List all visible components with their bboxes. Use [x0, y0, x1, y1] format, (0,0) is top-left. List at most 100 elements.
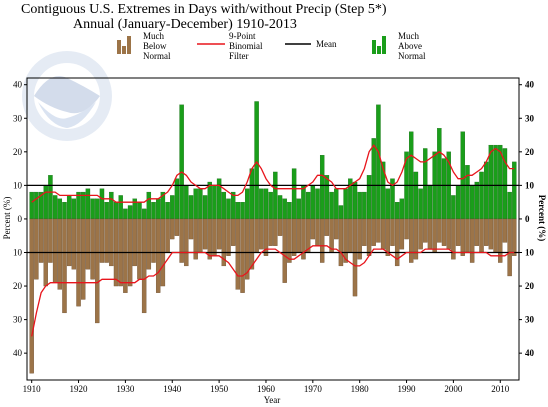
bar-below-1964: [282, 218, 287, 283]
bar-below-1971: [315, 218, 320, 246]
bar-below-1911: [34, 218, 39, 280]
bar-above-1971: [315, 188, 320, 220]
bar-below-2000: [451, 218, 456, 260]
bar-below-1930: [123, 218, 128, 293]
bar-below-1919: [71, 218, 77, 270]
bar-below-1970: [310, 218, 316, 240]
bar-below-1980: [357, 218, 362, 260]
plot-frame: [26, 77, 520, 381]
mean-lines: [27, 184, 519, 254]
bar-below-1944: [188, 218, 194, 240]
bar-above-2013: [512, 161, 517, 220]
bar-below-1960: [263, 218, 269, 256]
bar-above-1921: [81, 191, 86, 220]
bar-below-1999: [446, 218, 451, 250]
bar-below-1950: [216, 218, 222, 250]
bar-below-1916: [57, 218, 63, 290]
bar-below-1934: [141, 218, 147, 314]
y-tick-label-left: 40: [13, 348, 23, 358]
bar-above-2001: [455, 185, 461, 220]
bar-above-1975: [334, 188, 339, 220]
filter-lines: [31, 144, 515, 337]
bar-above-2012: [507, 191, 512, 220]
bar-below-1935: [146, 218, 152, 270]
bar-above-1934: [141, 208, 147, 220]
bar-above-1976: [338, 205, 344, 220]
chart-title: Contiguous U.S. Extremes in Days with/wi…: [21, 2, 387, 17]
bar-above-1929: [118, 195, 123, 220]
legend-below-line-3: Normal: [143, 51, 171, 61]
y-tick-label-right: 20: [525, 281, 535, 291]
x-tick-label: 1970: [304, 384, 323, 394]
legend-below-label: Much Below Normal: [143, 31, 171, 61]
bar-above-2007: [483, 161, 489, 220]
bar-above-1981: [362, 191, 367, 220]
bar-above-2006: [479, 171, 484, 220]
legend-filter-line-2: Binomial: [229, 41, 263, 51]
bar-above-1924: [95, 198, 100, 220]
bar-below-1988: [394, 218, 400, 267]
bar-above-1952: [226, 198, 231, 220]
bar-above-1935: [146, 191, 152, 220]
bar-below-1972: [319, 218, 325, 263]
bar-below-2008: [488, 218, 494, 250]
bar-below-1962: [273, 218, 278, 246]
bar-below-2012: [507, 218, 512, 277]
bar-above-1939: [165, 202, 170, 220]
bar-above-1955: [240, 202, 245, 220]
x-tick-label: 1980: [351, 384, 370, 394]
bar-above-1965: [287, 202, 292, 220]
bar-above-1918: [66, 195, 72, 220]
bar-above-1991: [409, 131, 414, 220]
bar-above-1923: [90, 198, 95, 220]
bar-above-1919: [71, 198, 77, 220]
bar-above-1961: [268, 191, 273, 220]
bar-above-1983: [371, 138, 376, 220]
bar-below-1932: [132, 218, 137, 267]
x-axis-label: Year: [264, 395, 281, 405]
bar-above-1973: [324, 175, 330, 220]
bar-below-1948: [207, 218, 212, 260]
x-tick-label: 2000: [444, 384, 463, 394]
bar-below-1926: [104, 218, 109, 263]
bar-below-1927: [109, 218, 114, 267]
bar-below-1958: [254, 218, 259, 253]
x-tick-label: 1950: [210, 384, 229, 394]
bar-below-1994: [423, 218, 428, 243]
legend-filter-label: 9-Point Binomial Filter: [229, 31, 265, 61]
bar-below-1941: [174, 218, 180, 236]
y-tick-label-left: 0: [18, 214, 23, 224]
bar-below-2001: [455, 218, 461, 246]
bar-below-2013: [512, 218, 517, 256]
bar-above-1974: [329, 191, 334, 220]
bar-above-1984: [376, 104, 381, 220]
bar-above-1962: [273, 171, 278, 220]
bar-above-1994: [423, 148, 428, 220]
bar-above-1928: [113, 202, 119, 220]
bar-above-1957: [249, 168, 255, 220]
bar-above-1970: [310, 185, 316, 220]
bar-above-2005: [474, 181, 480, 220]
y-tick-label-right: 10: [525, 180, 535, 190]
bar-below-2003: [465, 218, 470, 253]
bar-above-1914: [48, 175, 53, 220]
bar-below-1939: [165, 218, 170, 253]
bar-below-1936: [151, 218, 156, 263]
bar-below-1991: [409, 218, 414, 263]
bar-below-1961: [268, 218, 273, 246]
bar-above-1993: [418, 188, 423, 220]
bar-above-1967: [296, 198, 301, 220]
bar-below-1940: [170, 218, 175, 240]
bar-below-1977: [343, 218, 348, 263]
bar-above-1972: [319, 155, 325, 220]
bar-below-1942: [179, 218, 184, 263]
y-tick-label-right: 0: [525, 214, 530, 224]
legend-filter-line-1: 9-Point: [229, 31, 256, 41]
filter-line-above: [31, 144, 515, 203]
y-tick-label-left: 20: [13, 281, 23, 291]
bar-below-1978: [348, 218, 353, 253]
bar-above-1997: [437, 128, 442, 220]
bar-above-1969: [305, 191, 311, 220]
bar-below-1933: [137, 218, 142, 280]
